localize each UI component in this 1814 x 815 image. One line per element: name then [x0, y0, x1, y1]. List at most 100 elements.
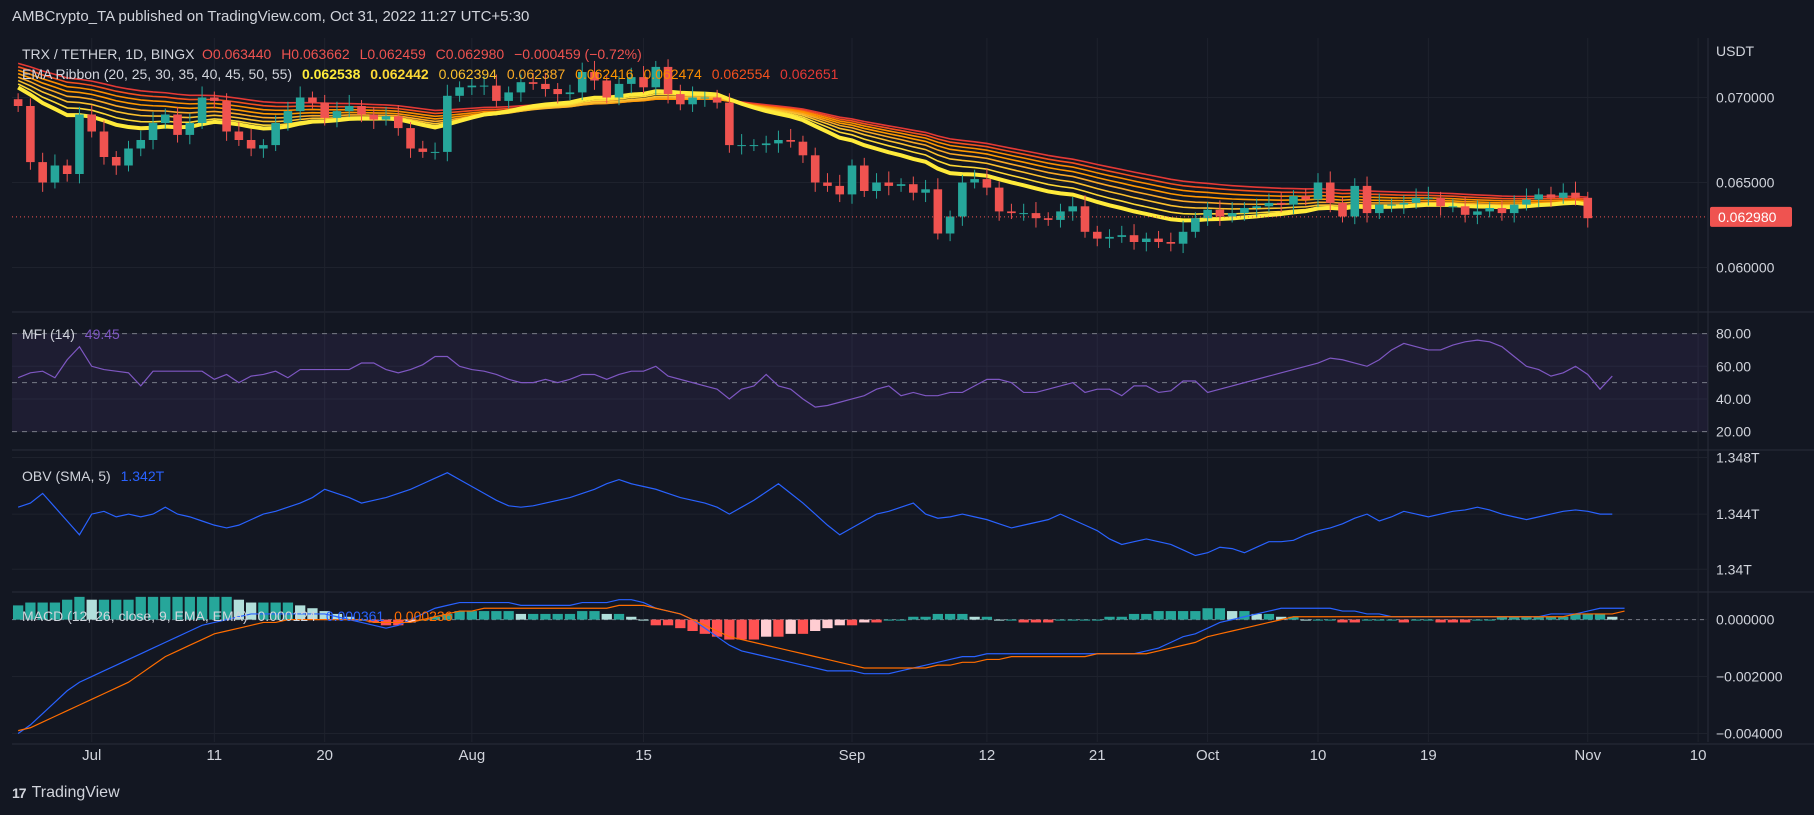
- candle-body: [1485, 208, 1494, 212]
- macd-histogram-bar: [785, 619, 796, 634]
- y-tick-label: 20.00: [1716, 424, 1751, 440]
- macd-histogram-bar: [1116, 616, 1127, 620]
- macd-histogram-bar: [1472, 619, 1483, 621]
- macd-histogram-bar: [196, 596, 208, 620]
- macd-histogram-bar: [1104, 616, 1115, 620]
- macd-histogram-bar: [736, 619, 747, 640]
- candle-body: [786, 140, 795, 142]
- mfi-pane: 80.00 60.00 40.00 20.00: [12, 326, 1751, 440]
- candle-body: [774, 140, 783, 144]
- candle-body: [614, 83, 624, 98]
- macd-histogram-bar: [773, 619, 784, 637]
- candle-body: [62, 165, 72, 174]
- macd-histogram-bar: [1079, 619, 1091, 621]
- y-tick-label: 40.00: [1716, 391, 1751, 407]
- candle-body: [75, 114, 84, 174]
- candle-body: [1142, 238, 1151, 242]
- candle-body: [884, 182, 894, 186]
- candle-body: [381, 116, 391, 120]
- macd-histogram-bar: [540, 613, 551, 620]
- macd-histogram-bar: [1263, 613, 1275, 620]
- macd-histogram-bar: [282, 602, 294, 620]
- ema-value-4: 0.062387: [507, 66, 566, 82]
- macd-histogram-bar: [1337, 619, 1348, 623]
- macd-histogram-bar: [1018, 619, 1029, 623]
- macd-histogram-bar: [1153, 611, 1164, 620]
- macd-histogram-bar: [405, 619, 416, 623]
- candle-body: [492, 85, 501, 101]
- macd-histogram-bar: [895, 619, 907, 621]
- candle-body: [1325, 182, 1335, 203]
- tradingview-footer[interactable]: 17 TradingView: [12, 784, 120, 802]
- candle-body: [197, 97, 207, 123]
- macd-histogram-bar: [724, 619, 735, 640]
- candle-body: [283, 111, 293, 123]
- macd-histogram-bar: [687, 619, 698, 631]
- candle-body: [369, 114, 379, 120]
- macd-hist-value: 0.000124: [258, 608, 317, 624]
- ema-line-50: [17, 66, 1588, 200]
- macd-histogram-bar: [147, 596, 159, 620]
- tradingview-brand: TradingView: [31, 784, 120, 801]
- candle-body: [173, 114, 182, 135]
- candle-body: [1043, 218, 1053, 220]
- candle-body: [332, 111, 342, 118]
- x-tick-label: Sep: [839, 747, 866, 764]
- macd-histogram-bar: [1239, 611, 1250, 620]
- macd-histogram-bar: [49, 602, 61, 620]
- candle-body: [430, 151, 440, 153]
- candle-body: [1031, 213, 1041, 219]
- macd-histogram-bar: [12, 605, 24, 620]
- macd-histogram-bar: [86, 599, 97, 620]
- mfi-value: 49.45: [85, 326, 120, 342]
- macd-histogram-bar: [1521, 616, 1532, 620]
- candle-body: [393, 116, 403, 129]
- obv-legend: OBV (SMA, 5) 1.342T: [22, 468, 165, 484]
- macd-histogram-bar: [1374, 619, 1385, 621]
- macd-histogram-bar: [797, 619, 809, 634]
- y-tick-label: 0.070000: [1716, 90, 1775, 106]
- candle-body: [700, 97, 710, 99]
- candle-body: [1129, 235, 1139, 242]
- macd-histogram-bar: [761, 619, 772, 637]
- candle-body: [1154, 238, 1163, 242]
- macd-legend: MACD (12, 26, close, 9, EMA, EMA) 0.0001…: [22, 608, 453, 624]
- obv-title: OBV (SMA, 5): [22, 468, 111, 484]
- candle-body: [1178, 231, 1188, 244]
- macd-histogram-bar: [994, 619, 1005, 621]
- candle-body: [1240, 208, 1249, 214]
- macd-histogram-bar: [528, 613, 539, 620]
- macd-histogram-bar: [209, 596, 220, 620]
- macd-histogram-bar: [515, 613, 527, 620]
- candle-body: [111, 157, 121, 166]
- candle-body: [1019, 213, 1028, 215]
- candle-body: [418, 148, 428, 152]
- candle-body: [541, 83, 550, 89]
- macd-histogram-bar: [1545, 616, 1557, 620]
- candle-body: [663, 66, 673, 95]
- macd-signal-value: 0.000236: [394, 608, 453, 624]
- candle-body: [725, 102, 734, 146]
- ema-value-7: 0.062554: [712, 66, 771, 82]
- candle-body: [835, 185, 845, 195]
- macd-histogram-bar: [1435, 619, 1446, 623]
- macd-histogram-bar: [245, 602, 257, 620]
- candle-body: [921, 189, 930, 193]
- candle-body: [639, 77, 648, 88]
- candle-body: [1203, 209, 1212, 219]
- candle-body: [528, 82, 538, 84]
- candle-body: [1522, 199, 1531, 205]
- macd-histogram-bar: [429, 616, 441, 620]
- macd-histogram-bar: [1055, 619, 1066, 621]
- macd-histogram-bar: [601, 613, 612, 620]
- macd-histogram-bar: [98, 599, 110, 620]
- macd-histogram-bar: [1128, 613, 1140, 620]
- macd-histogram-bar: [810, 619, 821, 631]
- macd-histogram-bar: [981, 616, 993, 620]
- candle-body: [1227, 213, 1237, 217]
- macd-histogram-bar: [1361, 619, 1373, 621]
- candle-body: [504, 92, 513, 101]
- macd-histogram-bar: [1043, 619, 1054, 623]
- candle-body: [320, 102, 329, 118]
